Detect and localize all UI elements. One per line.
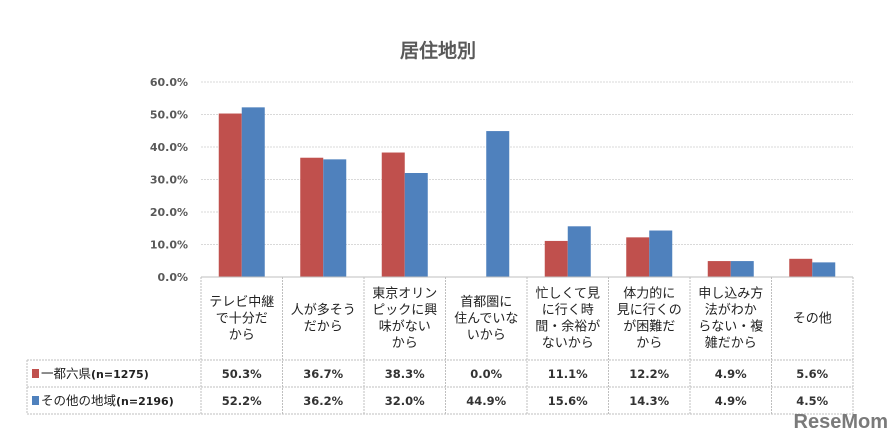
data-value: 0.0% [470, 367, 502, 381]
data-value: 11.1% [548, 367, 588, 381]
y-tick-label: 20.0% [150, 206, 188, 219]
legend-label: 一都六県(n=1275) [41, 366, 149, 381]
data-value: 32.0% [385, 394, 425, 408]
data-value: 36.7% [303, 367, 343, 381]
category-label: 申し込み方法がわからない・複雑だから [698, 286, 763, 352]
bar-metro [789, 258, 813, 277]
bar-metro [544, 240, 568, 277]
legend-swatch [32, 369, 39, 378]
bar-metro [218, 113, 242, 278]
y-tick-label: 40.0% [150, 141, 188, 154]
bar-other [812, 262, 836, 277]
category-label: テレビ中継で十分だから [209, 295, 274, 343]
bar-other [730, 261, 754, 277]
category-label: 忙しくて見に行く時間・余裕がないから [535, 287, 600, 352]
y-tick-label: 0.0% [157, 271, 188, 284]
data-value: 50.3% [222, 367, 262, 381]
bar-metro [626, 237, 650, 277]
data-value: 12.2% [629, 367, 669, 381]
data-value: 36.2% [303, 394, 343, 408]
bar-metro [381, 152, 405, 277]
category-label: 東京オリンピックに興味がないから [372, 286, 437, 352]
data-value: 4.9% [715, 367, 747, 381]
legend-label: その他の地域(n=2196) [41, 393, 174, 408]
bar-metro [300, 157, 324, 277]
y-tick-label: 60.0% [150, 76, 188, 89]
category-label: 人が多そうだから [291, 302, 356, 335]
data-value: 44.9% [466, 394, 506, 408]
category-label: 首都圏に住んでいないから [454, 295, 518, 343]
bar-other [486, 131, 510, 277]
data-value: 15.6% [548, 394, 588, 408]
data-value: 5.6% [796, 367, 828, 381]
data-value: 38.3% [385, 367, 425, 381]
bar-metro [707, 261, 731, 277]
category-label: 体力的に見に行くのが困難だから [617, 286, 682, 352]
bar-other [404, 173, 428, 277]
bar-other [649, 230, 673, 277]
y-tick-label: 10.0% [150, 239, 188, 252]
resemom-logo: ReseMom [794, 411, 888, 433]
bar-other [323, 159, 347, 277]
data-value: 4.5% [796, 394, 828, 408]
data-value: 4.9% [715, 394, 747, 408]
y-tick-label: 50.0% [150, 109, 188, 122]
data-value: 52.2% [222, 394, 262, 408]
y-tick-label: 30.0% [150, 174, 188, 187]
category-label: その他 [793, 311, 832, 326]
bar-other [567, 226, 591, 277]
chart-title: 居住地別 [400, 39, 476, 62]
legend-swatch [32, 396, 39, 405]
bar-other [241, 107, 265, 277]
data-value: 14.3% [629, 394, 669, 408]
